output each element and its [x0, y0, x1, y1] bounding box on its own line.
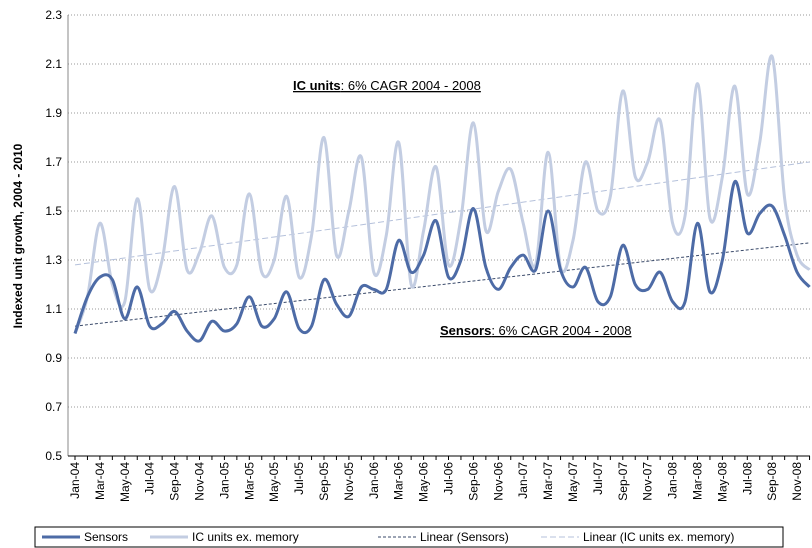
x-tick-label: Jul-04: [143, 462, 157, 495]
series-line: [73, 54, 811, 335]
x-tick-label: Mar-06: [392, 462, 406, 500]
x-tick-label: Jan-04: [68, 462, 82, 499]
x-tick-label: Jul-06: [442, 462, 456, 495]
x-tick-label: Mar-08: [691, 462, 705, 500]
legend-box: [34, 526, 784, 548]
x-tick-label: Mar-07: [541, 462, 555, 500]
x-tick-label: Jan-07: [516, 462, 530, 499]
trendline: [74, 242, 810, 327]
x-tick-label: Sep-04: [168, 462, 182, 501]
y-tick-label: 0.5: [45, 449, 62, 463]
x-tick-label: Sep-08: [765, 462, 779, 501]
x-tick-label: Mar-05: [242, 462, 256, 500]
y-tick-label: 2.3: [45, 8, 62, 22]
x-tick-label: Sep-06: [466, 462, 480, 501]
annotation-text: : 6% CAGR 2004 - 2008: [341, 78, 481, 93]
annotation: Sensors: 6% CAGR 2004 - 2008: [440, 323, 632, 338]
y-tick-label: 1.1: [45, 302, 62, 316]
legend-label: Sensors: [84, 530, 128, 544]
y-tick-label: 2.1: [45, 57, 62, 71]
x-tick-label: May-07: [566, 462, 580, 502]
x-tick-label: Jul-05: [292, 462, 306, 495]
x-tick-label: Sep-07: [616, 462, 630, 501]
x-tick-label: Nov-06: [491, 462, 505, 501]
x-tick-label: May-05: [267, 462, 281, 502]
series-line: [73, 180, 811, 343]
y-tick-label: 1.3: [45, 253, 62, 267]
y-axis-label: Indexed unit growth, 2004 - 2010: [11, 143, 25, 328]
x-tick-label: Nov-08: [790, 462, 804, 501]
x-tick-label: May-04: [118, 462, 132, 502]
x-tick-label: Jul-07: [591, 462, 605, 495]
annotation-bold: IC units: [293, 78, 341, 93]
x-tick-label: Mar-04: [93, 462, 107, 500]
x-tick-label: Jan-08: [666, 462, 680, 499]
x-tick-label: May-08: [715, 462, 729, 502]
legend-label: Linear (IC units ex. memory): [583, 530, 734, 544]
x-tick-label: Nov-05: [342, 462, 356, 501]
legend-label: IC units ex. memory: [192, 530, 299, 544]
annotation: IC units: 6% CAGR 2004 - 2008: [293, 78, 481, 93]
annotation-text: : 6% CAGR 2004 - 2008: [491, 323, 631, 338]
y-tick-label: 1.5: [45, 204, 62, 218]
x-tick-label: Sep-05: [317, 462, 331, 501]
x-tick-label: May-06: [417, 462, 431, 502]
y-tick-label: 1.7: [45, 155, 62, 169]
x-tick-label: Nov-07: [641, 462, 655, 501]
x-tick-label: Jan-05: [217, 462, 231, 499]
legend-label: Linear (Sensors): [420, 530, 509, 544]
x-tick-label: Jul-08: [740, 462, 754, 495]
y-tick-label: 1.9: [45, 106, 62, 120]
annotation-bold: Sensors: [440, 323, 491, 338]
x-tick-label: Nov-04: [193, 462, 207, 501]
y-tick-label: 0.9: [45, 351, 62, 365]
x-tick-label: Jan-06: [367, 462, 381, 499]
y-tick-label: 0.7: [45, 400, 62, 414]
